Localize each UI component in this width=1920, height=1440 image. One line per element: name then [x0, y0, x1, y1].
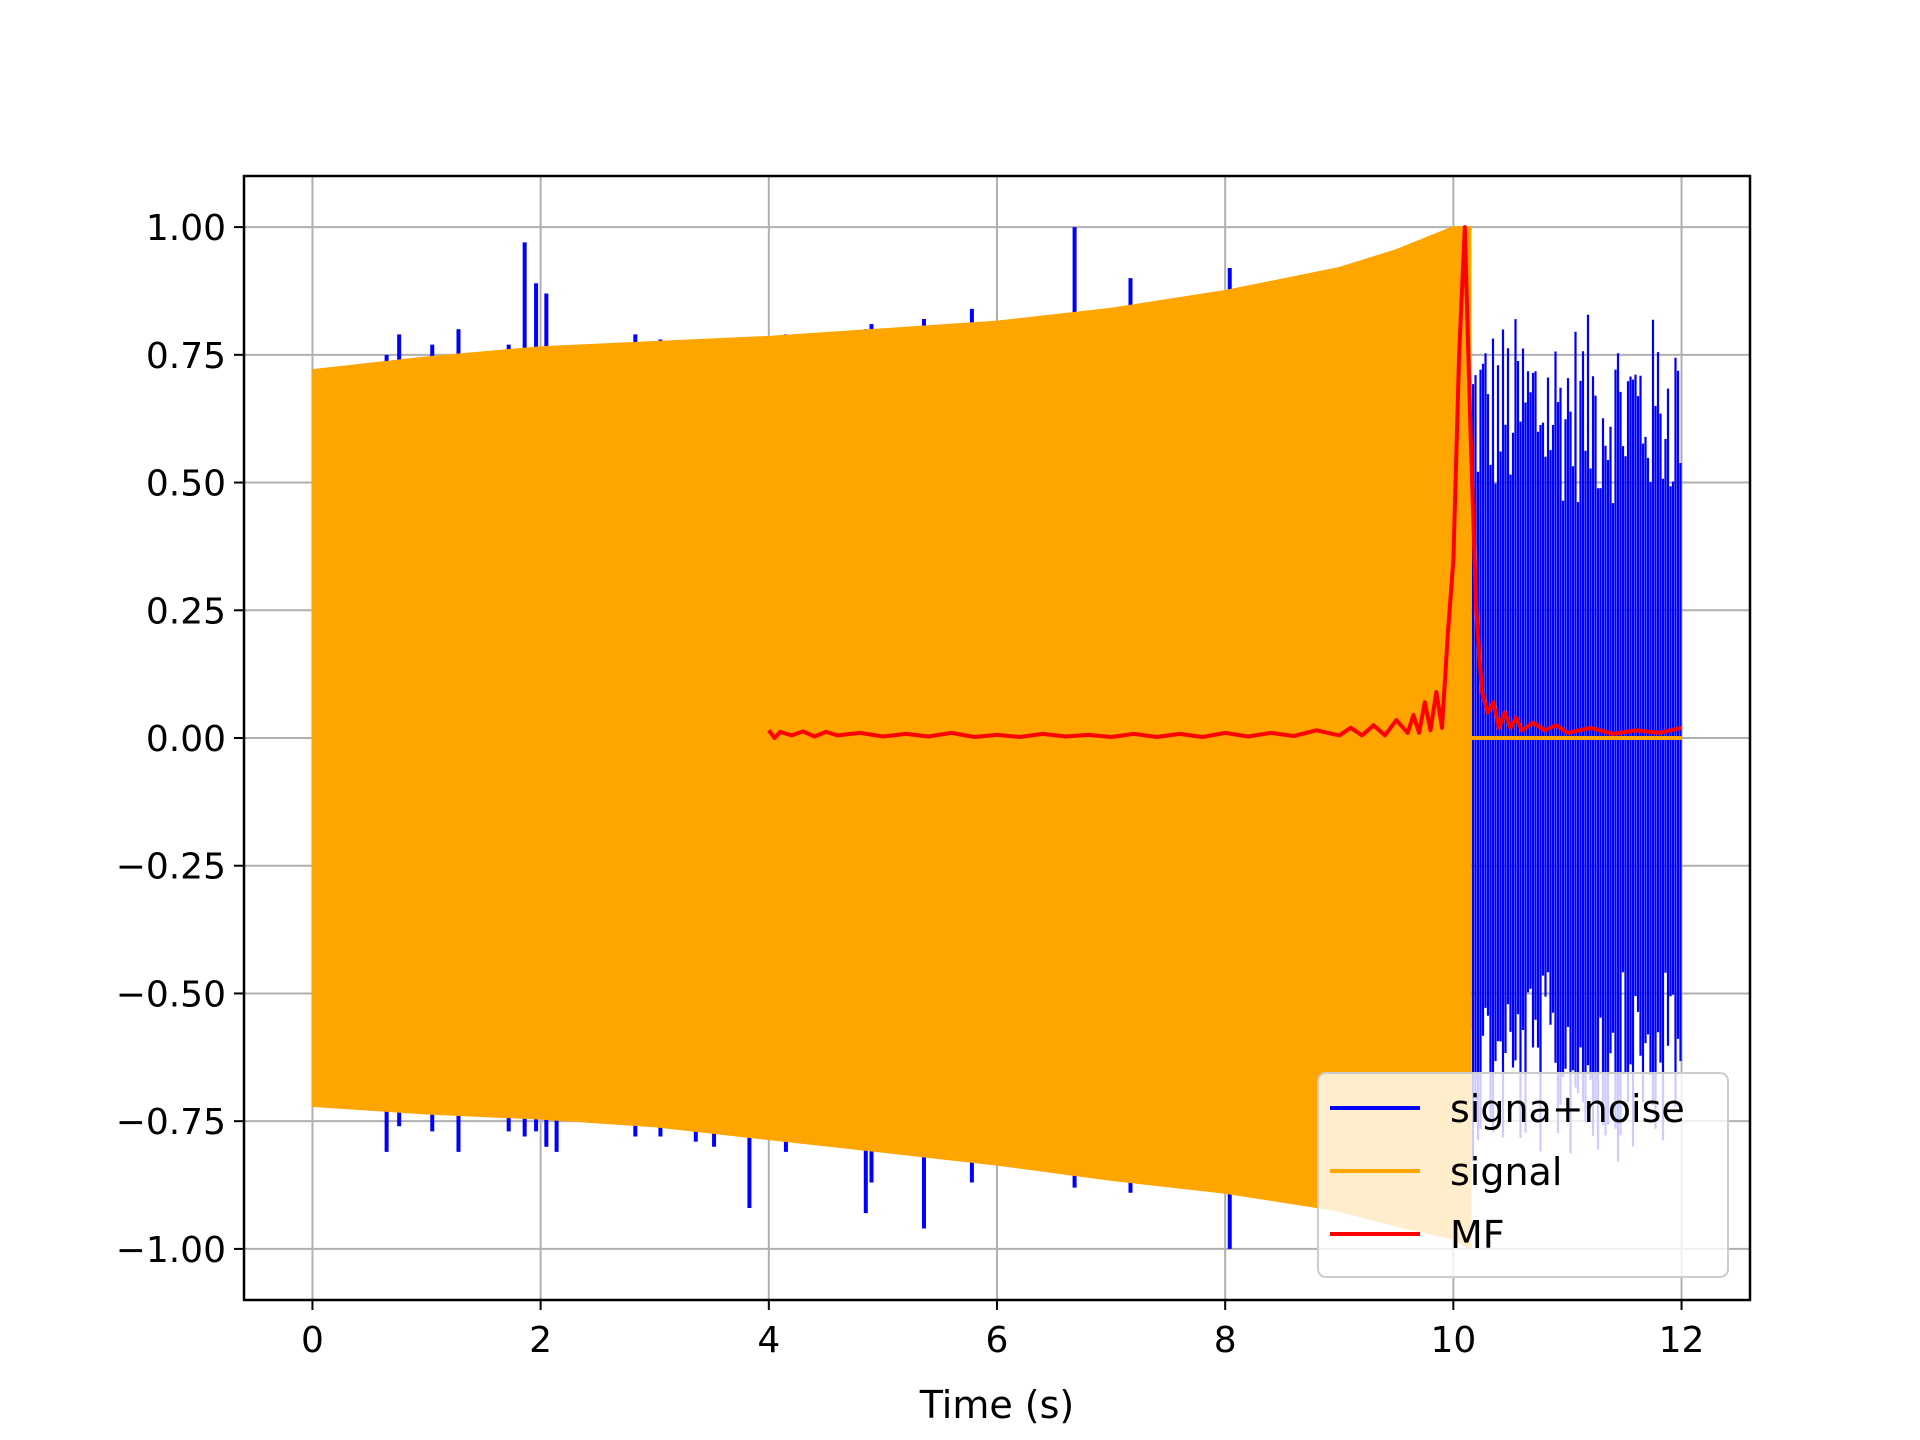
x-tick-label: 12: [1659, 1320, 1705, 1361]
y-axis-ticks: 1.00 0.75 0.50 0.25 0.00 −0.25 −0.50 −0.75 −1.00: [116, 208, 244, 1271]
legend-box: [1317, 1072, 1729, 1278]
signal-envelope: [311, 226, 1472, 1251]
x-axis-label: Time (s): [919, 1383, 1075, 1427]
x-tick-label: 4: [757, 1320, 780, 1361]
legend-label-signal: signal: [1450, 1150, 1562, 1194]
y-tick-label: 0.50: [146, 464, 226, 505]
legend-label-signa-noise: signa+noise: [1450, 1087, 1685, 1131]
x-tick-label: 6: [986, 1320, 1009, 1361]
x-axis-ticks: 0 2 4 6 8 10 12: [301, 1300, 1704, 1361]
y-tick-label: 0.75: [146, 336, 226, 377]
x-tick-label: 0: [301, 1320, 324, 1361]
plot-area: [311, 225, 1682, 1251]
y-tick-label: 1.00: [146, 208, 226, 249]
legend: signa+noise signal MF: [1317, 1072, 1729, 1278]
y-tick-label: −0.25: [116, 847, 226, 888]
x-tick-label: 2: [529, 1320, 552, 1361]
y-tick-label: −0.50: [116, 974, 226, 1015]
x-tick-label: 10: [1430, 1320, 1476, 1361]
y-tick-label: 0.25: [146, 591, 226, 632]
x-tick-label: 8: [1214, 1320, 1237, 1361]
y-tick-label: −0.75: [116, 1102, 226, 1143]
y-tick-label: 0.00: [146, 719, 226, 760]
legend-label-mf: MF: [1450, 1213, 1505, 1257]
mf-trace: [767, 225, 1682, 740]
series-mf: [767, 225, 1682, 740]
y-tick-label: −1.00: [116, 1230, 226, 1271]
